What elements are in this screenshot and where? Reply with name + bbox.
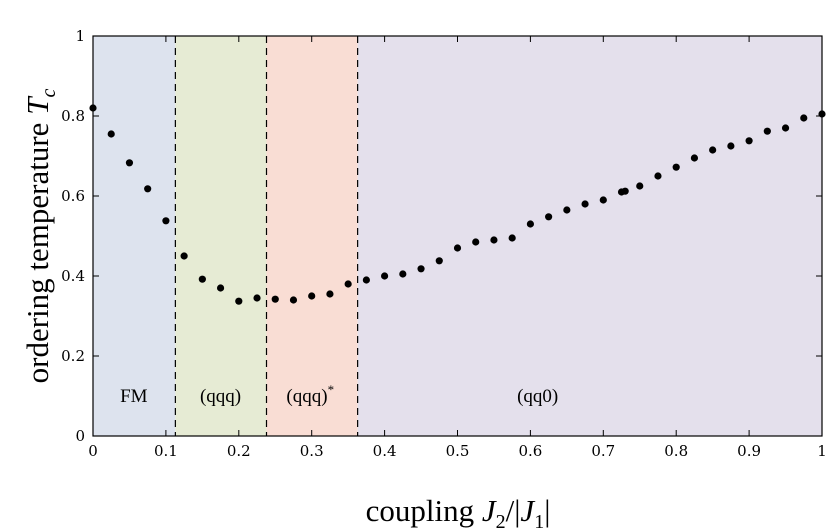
x-tick-label-5: 0.5 — [446, 442, 470, 460]
data-point — [672, 163, 680, 171]
data-point — [581, 200, 589, 208]
x-axis-label: coupling J2/|J1| — [366, 493, 551, 531]
x-tick-label-10: 1 — [817, 442, 827, 460]
data-point — [235, 297, 243, 305]
data-point — [381, 272, 389, 280]
region-0 — [93, 36, 176, 436]
data-point — [621, 187, 629, 195]
data-point — [709, 146, 717, 154]
axis-ticks: 0 0.1 0.2 0.3 0.4 0.5 0.6 0.7 0.8 0.9 1 0 0.2 0.4 0.6 0… — [61, 27, 827, 460]
data-point — [180, 252, 188, 260]
data-point — [198, 275, 206, 283]
x-tick-label-7: 0.7 — [591, 442, 615, 460]
x-tick-label-2: 0.2 — [227, 442, 251, 460]
x-tick-label-6: 0.6 — [518, 442, 542, 460]
region-label-3: (qq0) — [517, 386, 558, 407]
y-tick-label-4: 0.8 — [61, 107, 85, 125]
region-1 — [175, 36, 267, 436]
data-point — [107, 130, 115, 138]
y-axis-label: ordering temperature Tc — [20, 89, 60, 384]
data-point — [654, 172, 662, 180]
data-point — [818, 110, 826, 118]
y-tick-label-0: 0 — [75, 427, 85, 445]
data-point — [417, 265, 425, 273]
x-tick-label-3: 0.3 — [300, 442, 324, 460]
y-tick-label-2: 0.4 — [61, 267, 85, 285]
data-point — [526, 220, 535, 228]
data-point — [545, 213, 553, 221]
data-point — [125, 159, 134, 167]
data-point — [508, 234, 516, 242]
region-label-2: (qqq)* — [286, 382, 334, 407]
data-point — [745, 137, 753, 145]
x-tick-label-4: 0.4 — [373, 442, 397, 460]
region-labels: FM (qqq) (qqq)* (qq0) — [120, 382, 558, 407]
data-point — [727, 142, 735, 150]
data-point — [563, 206, 571, 214]
region-label-0: FM — [120, 386, 148, 407]
data-point — [599, 196, 607, 204]
data-point — [435, 257, 443, 265]
y-tick-label-1: 0.2 — [61, 347, 85, 365]
data-point — [89, 104, 97, 112]
data-point — [763, 127, 771, 135]
data-point — [800, 114, 808, 122]
x-tick-label-8: 0.8 — [664, 442, 688, 460]
data-point — [216, 284, 225, 292]
y-tick-label-5: 1 — [75, 27, 85, 45]
y-tick-label-3: 0.6 — [61, 187, 85, 205]
phase-regions — [93, 36, 822, 436]
x-tick-label-9: 0.9 — [737, 442, 761, 460]
data-point — [362, 276, 370, 284]
data-point — [162, 217, 170, 225]
data-point — [490, 236, 498, 244]
data-points — [89, 104, 826, 305]
x-tick-label-1: 0.1 — [154, 442, 178, 460]
data-point — [308, 292, 316, 300]
data-point — [453, 244, 462, 252]
data-point — [144, 185, 152, 193]
data-point — [289, 296, 298, 304]
phase-boundaries — [174, 36, 359, 436]
data-point — [344, 280, 352, 288]
data-point — [326, 290, 334, 298]
data-point — [781, 124, 790, 132]
x-tick-label-0: 0 — [88, 442, 98, 460]
data-point — [636, 182, 644, 190]
data-point — [271, 295, 279, 303]
data-point — [690, 154, 699, 162]
data-point — [472, 238, 480, 246]
data-point — [253, 294, 261, 302]
region-label-1: (qqq) — [200, 386, 241, 407]
data-point — [399, 270, 407, 278]
region-3 — [357, 36, 822, 436]
region-2 — [266, 36, 358, 436]
